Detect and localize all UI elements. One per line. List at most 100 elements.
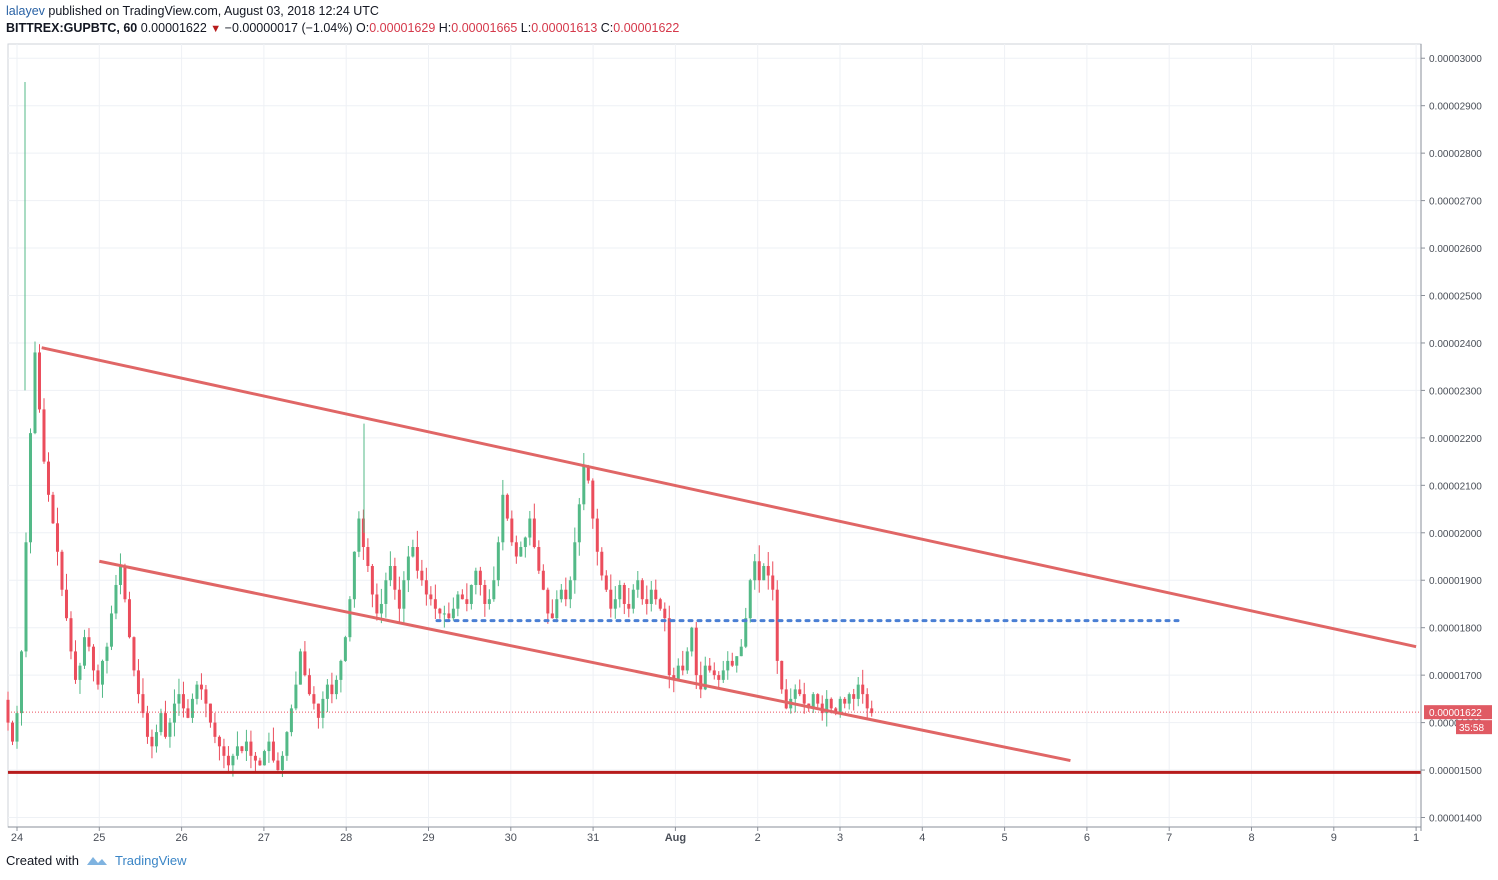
candle-body: [721, 670, 725, 680]
candle-body: [204, 689, 208, 704]
candle: [726, 651, 730, 680]
candle-body: [258, 760, 262, 766]
candle: [622, 582, 626, 615]
candle-body: [726, 660, 730, 671]
candle: [564, 577, 568, 607]
candle-body: [186, 708, 190, 718]
high-label: H:: [438, 21, 452, 35]
author-link[interactable]: lalayev: [6, 4, 45, 18]
candle-body: [573, 542, 577, 581]
candle: [91, 644, 95, 682]
x-tick-label: 7: [1166, 832, 1172, 844]
candle-body: [604, 575, 608, 590]
candle-body: [226, 755, 230, 766]
candle: [172, 689, 176, 737]
candle: [595, 508, 599, 566]
candle: [708, 657, 712, 673]
candle-body: [159, 713, 163, 733]
candle: [60, 549, 64, 597]
candle-body: [195, 684, 199, 699]
candle-body: [19, 651, 23, 714]
candle-body: [141, 694, 145, 714]
y-tick-label: 0.00002800: [1429, 149, 1482, 160]
candle-body: [217, 736, 221, 747]
candle-body: [123, 566, 127, 600]
candle-body: [757, 561, 761, 581]
candle: [514, 535, 518, 564]
x-tick-label: 31: [587, 832, 599, 844]
candle: [789, 688, 793, 714]
candle: [118, 553, 122, 595]
candle-body: [550, 613, 554, 619]
candle: [654, 579, 658, 605]
candle-body: [847, 694, 851, 704]
candle: [640, 578, 644, 605]
y-tick-label: 0.00003000: [1429, 54, 1482, 65]
candle-body: [118, 566, 122, 585]
open-value: 0.00001629: [369, 21, 436, 35]
candle-body: [312, 694, 316, 704]
candle: [307, 668, 311, 696]
tradingview-brand-link[interactable]: TradingView: [114, 853, 187, 868]
candle: [78, 662, 82, 694]
candle-body: [231, 755, 235, 766]
candle: [847, 692, 851, 710]
candle: [717, 671, 721, 688]
candle: [235, 731, 239, 760]
tradingview-logo-icon: [86, 856, 107, 865]
candle-body: [433, 599, 437, 609]
candle-body: [415, 547, 419, 571]
candle: [168, 718, 172, 748]
candle: [24, 532, 28, 658]
candle-body: [249, 741, 253, 756]
candle: [676, 658, 680, 682]
candle-body: [532, 518, 536, 548]
candle: [276, 752, 280, 771]
candle: [397, 576, 401, 622]
candle-body: [852, 694, 856, 699]
candle-body: [559, 589, 563, 600]
candle-body: [55, 523, 59, 552]
candle: [483, 579, 487, 617]
x-tick-label: 24: [11, 832, 23, 844]
candle-body: [91, 646, 95, 671]
symbol-label[interactable]: BITTREX:GUPBTC, 60: [6, 21, 138, 35]
candle-body: [168, 722, 172, 737]
plot-frame: [7, 43, 1422, 828]
candle-body: [294, 684, 298, 709]
candle-body: [397, 589, 401, 609]
candle-body: [798, 689, 802, 695]
candle-body: [114, 584, 118, 614]
candle: [366, 538, 370, 573]
candle-body: [577, 504, 581, 543]
candle: [208, 703, 212, 728]
x-tick-label: 6: [1084, 832, 1090, 844]
candle-body: [582, 466, 586, 505]
candle-body: [645, 599, 649, 604]
candle: [870, 700, 874, 717]
candle-body: [33, 352, 37, 434]
candle-body: [775, 589, 779, 661]
candle-body: [172, 703, 176, 723]
candle-body: [568, 580, 572, 600]
candle-body: [307, 675, 311, 695]
candle: [64, 573, 68, 621]
drawings[interactable]: [8, 346, 1421, 774]
candle: [150, 729, 154, 759]
candle-body: [402, 580, 406, 609]
candle: [114, 574, 118, 620]
y-tick-label: 0.00001500: [1429, 766, 1482, 777]
y-tick-label: 0.00001700: [1429, 671, 1482, 682]
candle: [433, 584, 437, 619]
candle: [604, 570, 608, 592]
candle-body: [420, 570, 424, 581]
candle-body: [838, 698, 842, 714]
candle: [199, 673, 203, 700]
candle: [573, 527, 577, 594]
candle: [550, 599, 554, 619]
candle: [393, 557, 397, 600]
candle-body: [595, 518, 599, 552]
candle: [271, 727, 275, 763]
candle-body: [334, 679, 338, 695]
